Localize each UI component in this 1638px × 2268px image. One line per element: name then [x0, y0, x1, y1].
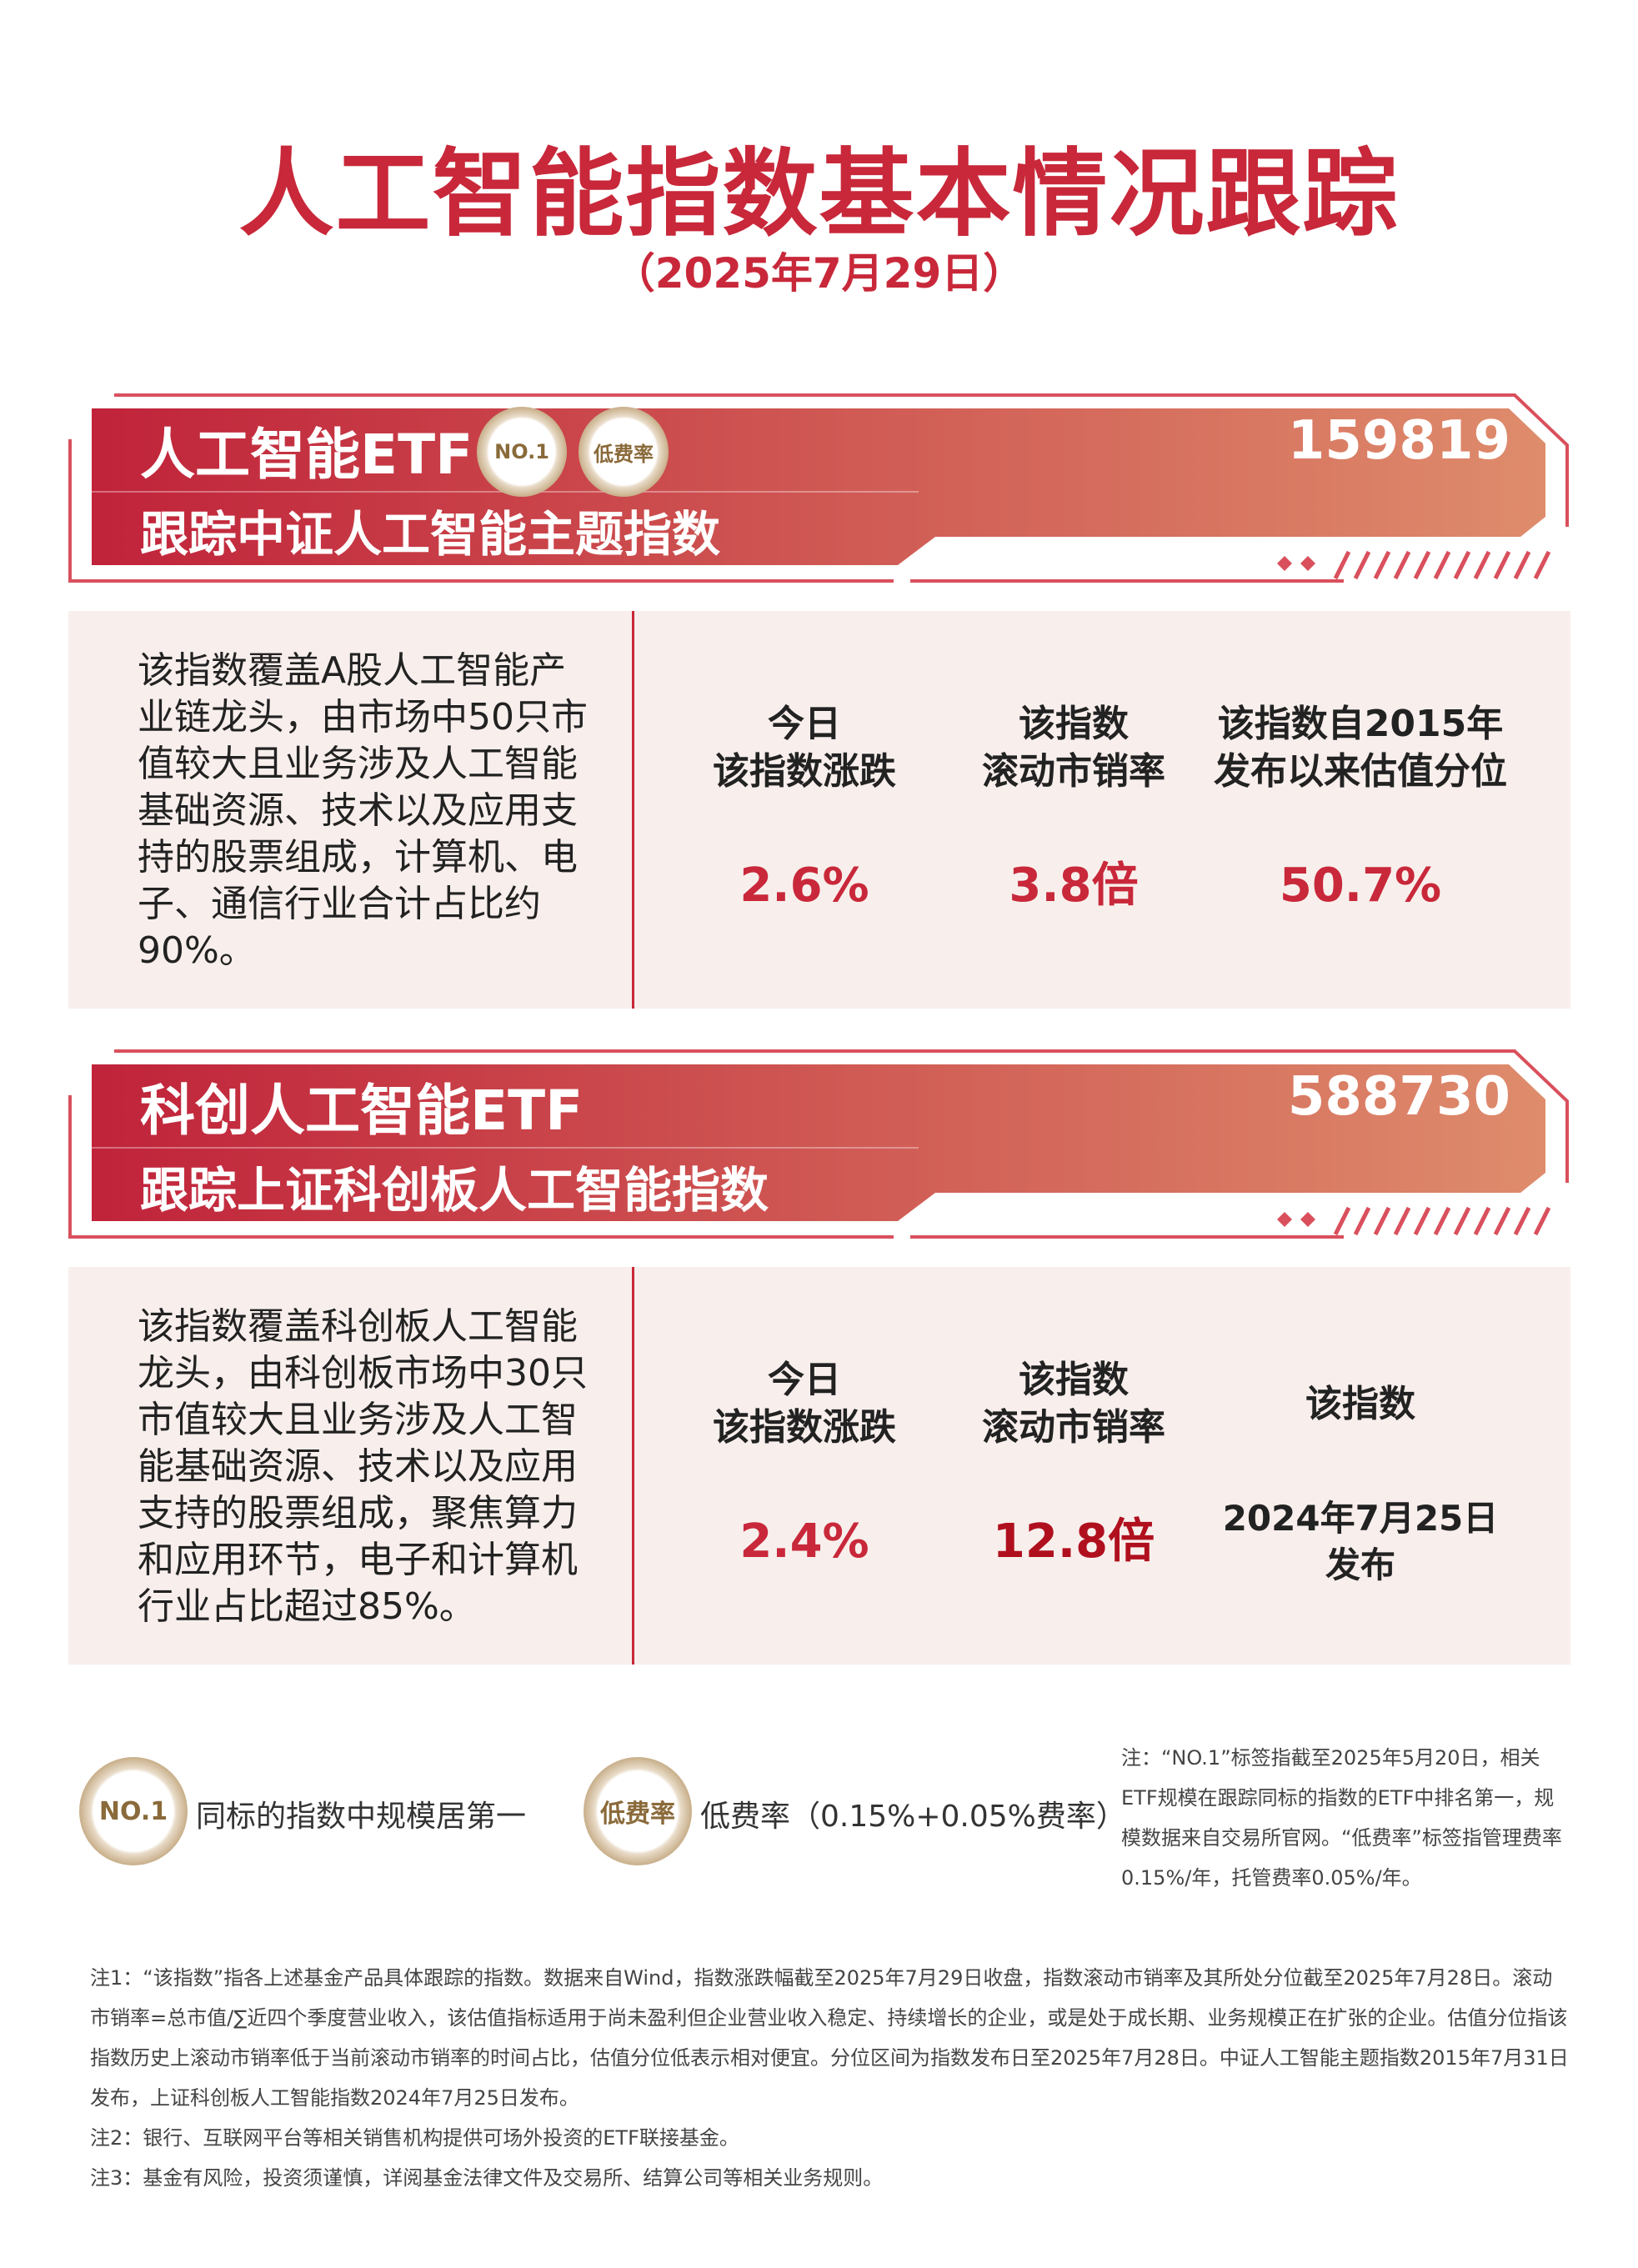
- slash: [1493, 550, 1511, 580]
- page-date: （2025年7月29日）: [613, 249, 1025, 298]
- side-note: 注：“NO.1”标签指截至2025年5月20日，相关ETF规模在跟踪同标的指数的…: [1121, 1746, 1562, 1890]
- metric-label-line: 该指数涨跌: [713, 750, 896, 793]
- metric-value: 3.8倍: [924, 836, 1224, 936]
- slash: [1433, 1206, 1451, 1236]
- slash: [1453, 550, 1471, 580]
- slash: [1513, 550, 1531, 580]
- metric-label: 该指数自2015年 发布以来估值分位: [1210, 700, 1510, 795]
- metric-value-line: 发布: [1325, 1545, 1395, 1585]
- frame-line: [68, 439, 1344, 583]
- metric-label-line: 该指数: [1019, 703, 1129, 745]
- metric-label-line: 今日: [768, 703, 841, 745]
- diamond: [1277, 556, 1292, 571]
- slash: [1393, 550, 1411, 580]
- banner-fill: [92, 408, 1545, 565]
- metric-value: 50.7%: [1210, 836, 1510, 936]
- metric-label-line: 今日: [768, 1359, 841, 1401]
- info-box: [68, 1267, 1570, 1665]
- frame-line: [114, 393, 1569, 527]
- slash: [1413, 1206, 1431, 1236]
- metric-label: 今日 该指数涨跌: [654, 700, 954, 795]
- metric-value: 2.4%: [654, 1492, 954, 1592]
- metric-value: 2.6%: [654, 836, 954, 936]
- slash: [1533, 550, 1551, 580]
- metric-value-line: 2.6%: [739, 859, 869, 913]
- legend-badge: NO.1: [79, 1757, 188, 1865]
- slash: [1433, 550, 1451, 580]
- divider: [632, 1267, 634, 1665]
- fund-tracking: 跟踪上证科创板人工智能指数: [140, 1162, 769, 1219]
- slash: [1413, 550, 1431, 580]
- fund-description: 该指数覆盖A股人工智能产业链龙头，由市场中50只市值较大且业务涉及人工智能基础资…: [138, 649, 588, 972]
- metric-label: 该指数 滚动市销率: [924, 1356, 1224, 1451]
- diamond: [1300, 556, 1315, 571]
- slash: [1353, 550, 1371, 580]
- metric-label-line: 该指数: [1305, 1382, 1415, 1425]
- slash: [1513, 1206, 1531, 1236]
- slash: [1393, 1206, 1411, 1236]
- divider: [632, 611, 634, 1009]
- slash: [1453, 1206, 1471, 1236]
- banner-shape: [68, 1049, 1569, 1239]
- badge: NO.1: [477, 407, 567, 497]
- metric-label-line: 发布以来估值分位: [1214, 750, 1507, 793]
- slash: [1473, 1206, 1491, 1236]
- fund-description: 该指数覆盖科创板人工智能龙头，由科创板市场中30只市值较大且业务涉及人工智能基础…: [138, 1305, 588, 1628]
- footnote: 注3：基金有风险，投资须谨慎，详阅基金法律文件及交易所、结算公司等相关业务规则。: [90, 2166, 884, 2190]
- metric-label-line: 该指数: [1019, 1359, 1129, 1401]
- metric-value-line: 50.7%: [1279, 859, 1442, 913]
- slash: [1333, 550, 1351, 580]
- frame-line: [114, 1049, 1569, 1183]
- metric-value: 12.8倍: [924, 1492, 1224, 1592]
- legend-badge: 低费率: [584, 1757, 692, 1865]
- metric-label-line: 该指数自2015年: [1217, 703, 1504, 745]
- diamond: [1300, 1212, 1315, 1227]
- metric-value-line: 12.8倍: [992, 1515, 1155, 1569]
- footnote: 注2：银行、互联网平台等相关销售机构提供可场外投资的ETF联接基金。: [90, 2126, 739, 2150]
- metric-value-line: 3.8倍: [1009, 859, 1139, 913]
- metric-value-line: 2024年7月25日: [1222, 1498, 1499, 1539]
- metric-label-line: 该指数涨跌: [713, 1406, 896, 1449]
- legend-text: 低费率（0.15%+0.05%费率）: [700, 1800, 1126, 1834]
- metric-value-line: 2.4%: [739, 1515, 869, 1569]
- metric-label: 该指数: [1210, 1356, 1510, 1451]
- diamond: [1277, 1212, 1292, 1227]
- fund-tracking: 跟踪中证人工智能主题指数: [140, 506, 721, 563]
- fund-code: 588730: [1287, 1066, 1510, 1128]
- metric-value: 2024年7月25日 发布: [1210, 1492, 1510, 1592]
- metric-label-line: 滚动市销率: [982, 750, 1165, 793]
- slash: [1353, 1206, 1371, 1236]
- slash: [1373, 1206, 1391, 1236]
- fund-name: 人工智能ETF: [140, 423, 473, 487]
- page-title: 人工智能指数基本情况跟踪: [238, 138, 1400, 249]
- legend-text: 同标的指数中规模居第一: [196, 1800, 527, 1834]
- slash: [1493, 1206, 1511, 1236]
- slash: [1333, 1206, 1351, 1236]
- metric-label: 该指数 滚动市销率: [924, 700, 1224, 795]
- slash: [1473, 550, 1491, 580]
- fund-name: 科创人工智能ETF: [140, 1079, 584, 1143]
- slash: [1533, 1206, 1551, 1236]
- footnote: 注1：“该指数”指各上述基金产品具体跟踪的指数。数据来自Wind，指数涨跌幅截至…: [90, 1966, 1569, 2110]
- info-box: [68, 611, 1570, 1009]
- banner-fill: [92, 1064, 1545, 1221]
- metric-label-line: 滚动市销率: [982, 1406, 1165, 1449]
- slash: [1373, 550, 1391, 580]
- frame-line: [68, 1095, 1344, 1239]
- fund-code: 159819: [1287, 410, 1510, 472]
- metric-label: 今日 该指数涨跌: [654, 1356, 954, 1451]
- badge: 低费率: [579, 407, 669, 497]
